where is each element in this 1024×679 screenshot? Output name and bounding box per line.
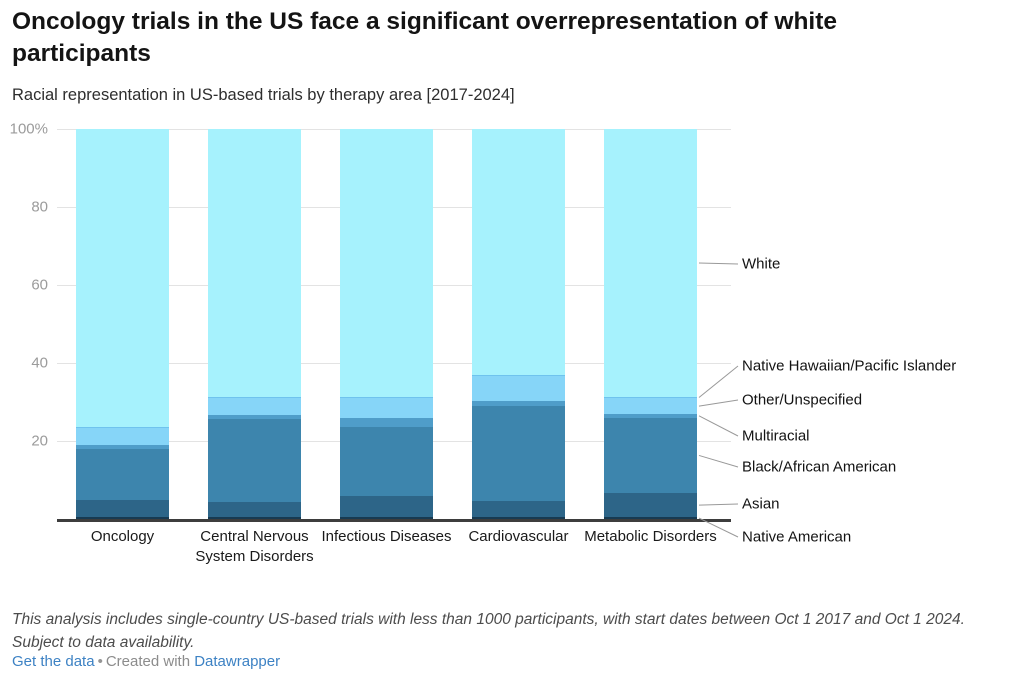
legend-label: White xyxy=(742,255,781,273)
bar-segment[interactable] xyxy=(472,376,565,402)
bar-segment[interactable] xyxy=(76,445,169,449)
bar-segment[interactable] xyxy=(76,500,169,518)
bar-segment[interactable] xyxy=(472,375,565,377)
bar-segment[interactable] xyxy=(604,129,697,397)
bar-segment[interactable] xyxy=(208,419,301,502)
y-tick-label: 60 xyxy=(31,276,48,294)
bar-segment[interactable] xyxy=(208,397,301,416)
bar-segment[interactable] xyxy=(604,398,697,415)
y-tick-label: 80 xyxy=(31,198,48,216)
y-tick-label: 40 xyxy=(31,354,48,372)
bar-segment[interactable] xyxy=(76,428,169,446)
bar-segment[interactable] xyxy=(472,517,565,519)
bar-segment[interactable] xyxy=(340,129,433,397)
chart-subtitle: Racial representation in US-based trials… xyxy=(12,86,515,104)
y-tick-label: 100% xyxy=(9,120,48,138)
x-category-label: Metabolic Disorders xyxy=(584,528,717,545)
bar-segment[interactable] xyxy=(472,129,565,376)
bar-segment[interactable] xyxy=(208,129,301,397)
footer-note: This analysis includes single-country US… xyxy=(12,611,965,651)
bar-segment[interactable] xyxy=(472,406,565,501)
created-with-text: Created with xyxy=(105,653,191,670)
bar-segment[interactable] xyxy=(340,418,433,427)
bar-segment[interactable] xyxy=(76,517,169,519)
bar-segment[interactable] xyxy=(208,517,301,519)
bar-segment[interactable] xyxy=(340,426,433,496)
bar-segment[interactable] xyxy=(208,396,301,398)
legend-label: Other/Unspecified xyxy=(742,391,863,409)
y-tick-label: 20 xyxy=(31,432,48,450)
footer-links: Get the data • Created with Datawrapper xyxy=(12,653,280,670)
legend-label: Native Hawaiian/Pacific Islander xyxy=(742,357,957,375)
get-the-data-link[interactable]: Get the data xyxy=(12,653,95,670)
legend-label: Native American xyxy=(742,528,852,546)
x-category-label: Central Nervous System Disorders xyxy=(195,528,314,565)
bar-segment[interactable] xyxy=(472,401,565,407)
bar-segment[interactable] xyxy=(340,396,433,399)
x-axis-line xyxy=(57,519,731,522)
legend-label: Black/African American xyxy=(742,458,897,476)
legend-label: Asian xyxy=(742,495,780,513)
bar-segment[interactable] xyxy=(76,129,169,427)
datawrapper-link[interactable]: Datawrapper xyxy=(194,653,281,670)
bar-segment[interactable] xyxy=(208,501,301,518)
bar-segment[interactable] xyxy=(208,415,301,420)
bar-segment[interactable] xyxy=(604,493,697,518)
x-category-label: Cardiovascular xyxy=(468,528,569,545)
bar-segment[interactable] xyxy=(340,517,433,519)
legend-label: Multiracial xyxy=(742,427,810,445)
bar-segment[interactable] xyxy=(340,495,433,518)
bar-segment[interactable] xyxy=(76,448,169,501)
x-category-label: Infectious Diseases xyxy=(321,528,452,545)
link-separator: • xyxy=(97,653,103,670)
bar-segment[interactable] xyxy=(604,396,697,399)
bar-segment[interactable] xyxy=(472,500,565,518)
chart-title: Oncology trials in the US face a signifi… xyxy=(12,8,838,67)
x-category-label: Oncology xyxy=(90,528,155,545)
bar-segment[interactable] xyxy=(604,417,697,494)
bar-segment[interactable] xyxy=(604,517,697,519)
bar-segment[interactable] xyxy=(340,398,433,419)
bar-segment[interactable] xyxy=(604,414,697,418)
bar-segment[interactable] xyxy=(76,426,169,429)
